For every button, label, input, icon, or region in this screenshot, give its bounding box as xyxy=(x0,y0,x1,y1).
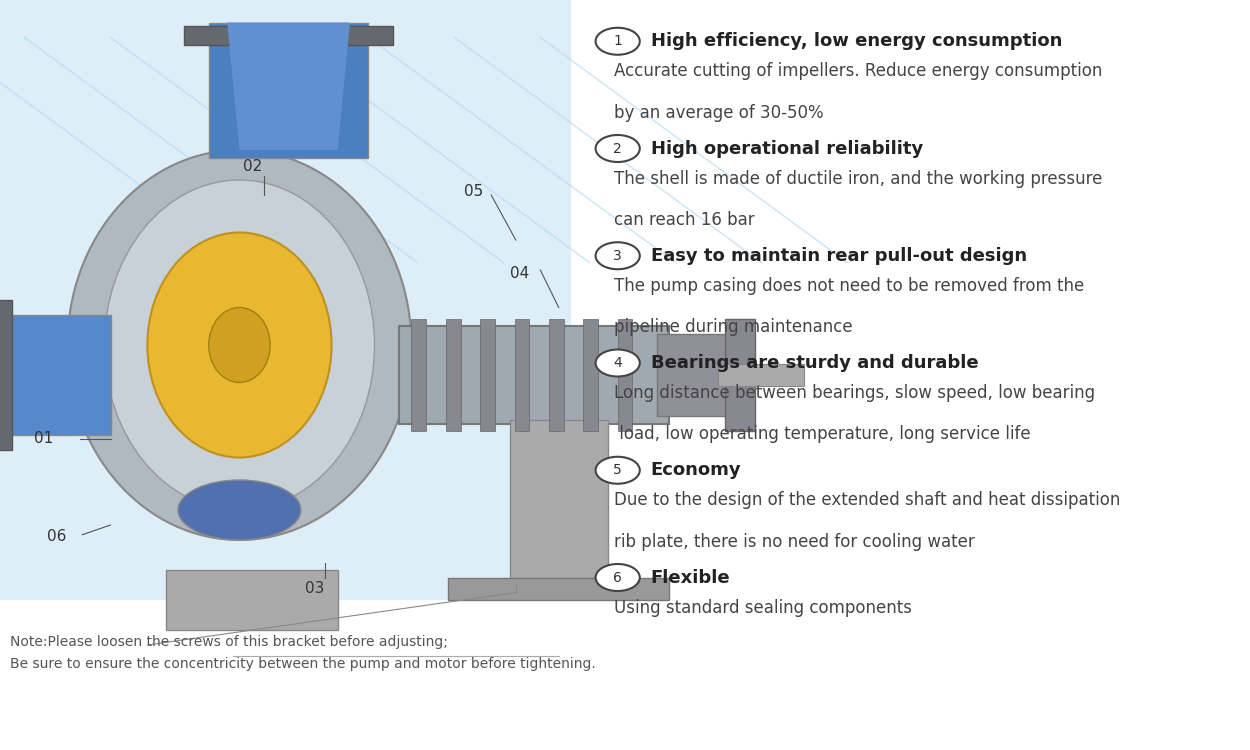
Text: Accurate cutting of impellers. Reduce energy consumption: Accurate cutting of impellers. Reduce en… xyxy=(614,62,1102,80)
FancyBboxPatch shape xyxy=(510,420,608,585)
Text: pipeline during maintenance: pipeline during maintenance xyxy=(614,318,853,336)
Text: High operational reliability: High operational reliability xyxy=(651,140,922,158)
Ellipse shape xyxy=(209,308,270,382)
Text: 01: 01 xyxy=(35,431,54,446)
FancyBboxPatch shape xyxy=(411,319,426,431)
Text: 06: 06 xyxy=(46,529,66,544)
Text: rib plate, there is no need for cooling water: rib plate, there is no need for cooling … xyxy=(614,532,975,550)
Text: 03: 03 xyxy=(305,581,324,596)
Text: 05: 05 xyxy=(464,184,484,199)
Ellipse shape xyxy=(105,180,375,510)
Polygon shape xyxy=(228,22,350,150)
Ellipse shape xyxy=(148,232,331,458)
Text: 02: 02 xyxy=(244,159,262,174)
FancyBboxPatch shape xyxy=(549,319,564,431)
Text: 2: 2 xyxy=(614,142,622,155)
Text: 6: 6 xyxy=(614,571,622,584)
FancyBboxPatch shape xyxy=(618,319,632,431)
FancyBboxPatch shape xyxy=(399,326,669,424)
FancyBboxPatch shape xyxy=(0,600,571,750)
Ellipse shape xyxy=(68,150,411,540)
Text: Due to the design of the extended shaft and heat dissipation: Due to the design of the extended shaft … xyxy=(614,491,1120,509)
Circle shape xyxy=(595,135,640,162)
Text: Be sure to ensure the concentricity between the pump and motor before tightening: Be sure to ensure the concentricity betw… xyxy=(10,657,595,671)
FancyBboxPatch shape xyxy=(725,319,755,431)
Circle shape xyxy=(595,564,640,591)
FancyBboxPatch shape xyxy=(658,334,731,416)
Text: by an average of 30-50%: by an average of 30-50% xyxy=(614,104,824,122)
Circle shape xyxy=(595,242,640,269)
Text: Flexible: Flexible xyxy=(651,568,730,586)
FancyBboxPatch shape xyxy=(571,0,1228,750)
Text: can reach 16 bar: can reach 16 bar xyxy=(614,211,755,229)
Text: The shell is made of ductile iron, and the working pressure: The shell is made of ductile iron, and t… xyxy=(614,170,1102,188)
Circle shape xyxy=(595,28,640,55)
Text: Bearings are sturdy and durable: Bearings are sturdy and durable xyxy=(651,354,979,372)
Text: Using standard sealing components: Using standard sealing components xyxy=(614,598,912,616)
FancyBboxPatch shape xyxy=(0,300,12,450)
Text: 1: 1 xyxy=(614,34,622,48)
FancyBboxPatch shape xyxy=(515,319,529,431)
FancyBboxPatch shape xyxy=(0,315,110,435)
Text: The pump casing does not need to be removed from the: The pump casing does not need to be remo… xyxy=(614,277,1084,295)
Text: 5: 5 xyxy=(614,464,622,477)
FancyBboxPatch shape xyxy=(584,319,598,431)
Text: Long distance between bearings, slow speed, low bearing: Long distance between bearings, slow spe… xyxy=(614,384,1095,402)
Circle shape xyxy=(595,457,640,484)
Text: Note:Please loosen the screws of this bracket before adjusting;: Note:Please loosen the screws of this br… xyxy=(10,634,448,649)
FancyBboxPatch shape xyxy=(449,578,669,600)
FancyBboxPatch shape xyxy=(184,26,392,45)
Text: 04: 04 xyxy=(510,266,529,281)
Text: High efficiency, low energy consumption: High efficiency, low energy consumption xyxy=(651,32,1062,50)
FancyBboxPatch shape xyxy=(166,570,338,630)
Circle shape xyxy=(595,350,640,376)
FancyBboxPatch shape xyxy=(446,319,460,431)
Text: 3: 3 xyxy=(614,249,622,262)
Text: 4: 4 xyxy=(614,356,622,370)
Text: load, low operating temperature, long service life: load, low operating temperature, long se… xyxy=(614,425,1030,443)
Text: Economy: Economy xyxy=(651,461,741,479)
Text: Easy to maintain rear pull-out design: Easy to maintain rear pull-out design xyxy=(651,247,1028,265)
Ellipse shape xyxy=(177,480,301,540)
FancyBboxPatch shape xyxy=(0,0,571,750)
FancyBboxPatch shape xyxy=(209,22,369,158)
FancyBboxPatch shape xyxy=(480,319,495,431)
FancyBboxPatch shape xyxy=(719,364,804,386)
